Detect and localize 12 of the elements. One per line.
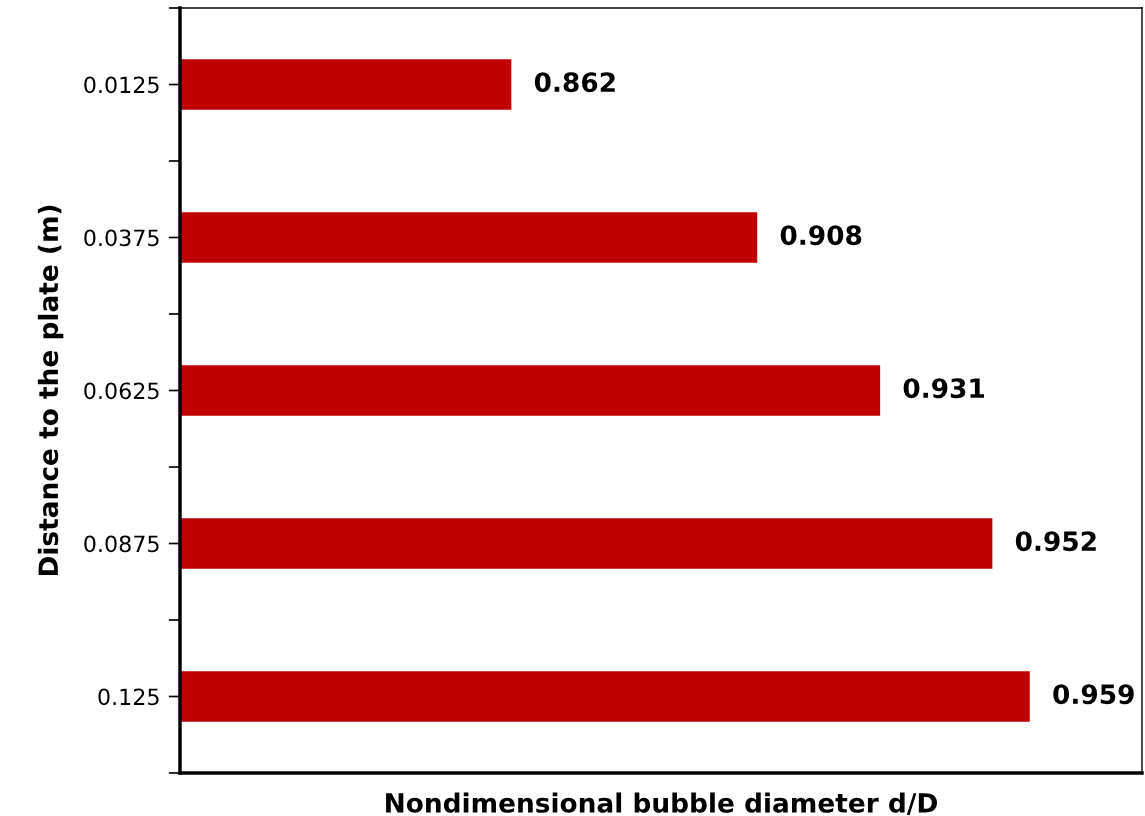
x-axis-title: Nondimensional bubble diameter d/D	[386, 792, 937, 815]
data-label: 0.908	[780, 225, 862, 246]
y-tick-label: 0.0625	[84, 382, 159, 400]
y-axis-title: Distance to the plate (m)	[37, 205, 64, 576]
data-label: 0.959	[1053, 684, 1134, 705]
data-label: 0.952	[1015, 531, 1096, 552]
y-tick-label: 0.0125	[84, 76, 159, 94]
y-tick-label: 0.0375	[84, 229, 159, 247]
data-label: 0.931	[903, 378, 984, 399]
data-label: 0.862	[534, 72, 615, 93]
y-tick-label: 0.0875	[84, 535, 159, 553]
y-tick-label: 0.125	[98, 688, 159, 706]
